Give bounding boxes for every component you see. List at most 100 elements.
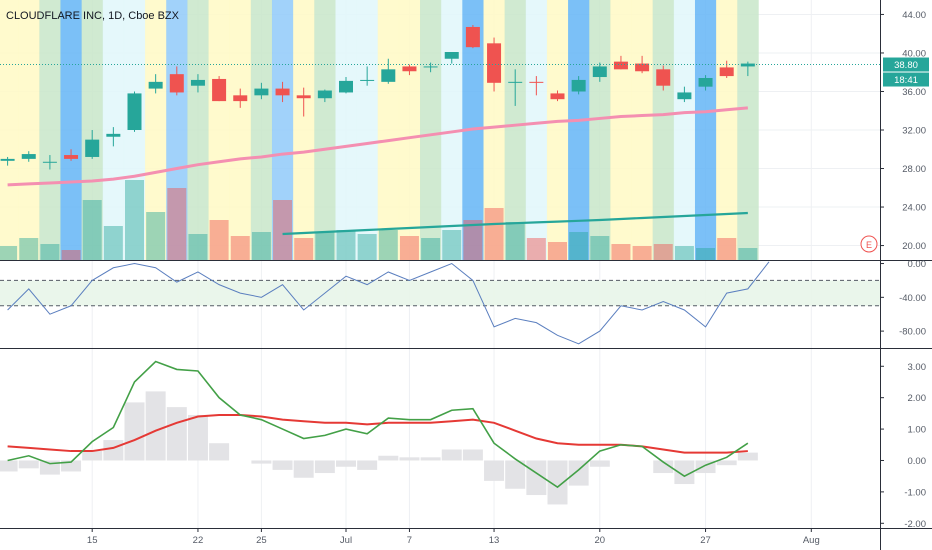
candle-body — [212, 78, 227, 102]
volume-bars — [0, 180, 758, 260]
candle-body — [42, 161, 57, 163]
volume-bar — [336, 230, 356, 260]
earnings-marker[interactable]: E — [860, 235, 878, 253]
price-tick-label: 32.00 — [902, 126, 926, 137]
time-tick-label: 13 — [489, 535, 500, 546]
band — [314, 0, 336, 260]
time-tick-label: 27 — [700, 535, 711, 546]
macd-histogram-bar — [0, 460, 18, 472]
band — [293, 0, 315, 260]
volume-ma-line — [282, 211, 748, 236]
volume-bar — [357, 234, 377, 260]
volume-bar — [19, 238, 39, 260]
volume-bar — [273, 200, 293, 260]
volume-bar — [294, 238, 314, 260]
candle-body — [0, 158, 15, 161]
price-tick-label: 28.00 — [902, 164, 926, 175]
macd-histogram-bar — [293, 460, 314, 478]
macd-tick-label: -1.00 — [904, 487, 926, 498]
candle-body — [64, 155, 79, 159]
candle-body — [487, 43, 502, 83]
volume-bar — [632, 246, 652, 260]
candle-body — [360, 79, 375, 81]
candle-body — [275, 88, 290, 96]
volume-bar — [315, 232, 335, 260]
macd-histogram-bar — [653, 460, 674, 474]
price-ma-line — [7, 106, 748, 187]
band — [398, 0, 421, 260]
volume-bar — [82, 200, 102, 260]
countdown-tag — [883, 72, 929, 87]
price-tick-label: 40.00 — [902, 48, 926, 59]
candle-body — [550, 93, 565, 100]
volume-bar — [421, 238, 441, 260]
macd-histogram-bar — [82, 451, 103, 461]
volume-bar — [442, 230, 462, 260]
volume-bar — [230, 236, 250, 260]
earnings-marker-label: E — [866, 240, 872, 250]
candle-body — [254, 88, 269, 96]
candle-body — [677, 92, 692, 100]
candle-body — [613, 61, 628, 70]
candle-body — [571, 79, 586, 92]
candle-body — [190, 79, 205, 86]
last-price-label: 38.80 — [894, 60, 918, 71]
band — [441, 0, 463, 260]
time-tick-label: Aug — [803, 535, 820, 546]
macd-histogram-bar — [209, 443, 230, 461]
candle-body — [106, 133, 121, 137]
volume-bar — [653, 244, 673, 260]
band — [0, 0, 19, 260]
macd-histogram-bar — [187, 414, 208, 461]
macd-histogram-bar — [18, 460, 39, 469]
candle-body — [402, 66, 417, 72]
candle-body — [169, 74, 184, 93]
band — [673, 0, 696, 260]
macd-histogram-bar — [145, 391, 166, 461]
band — [250, 0, 273, 260]
volume-bar — [209, 220, 229, 260]
price-tick-label: 36.00 — [902, 87, 926, 98]
macd-histogram-bar — [484, 460, 505, 481]
volume-bar — [505, 222, 525, 260]
volume-bar — [146, 212, 166, 260]
volume-bar — [378, 230, 398, 260]
candle-body — [296, 95, 311, 99]
candle-body — [698, 78, 713, 87]
candle-body — [423, 66, 438, 68]
volume-bar — [717, 238, 737, 260]
oscillator-pane — [0, 261, 880, 345]
candle-body — [444, 52, 459, 59]
candle-body — [127, 93, 142, 130]
candle-body — [85, 139, 100, 157]
volume-bar — [738, 248, 758, 260]
volume-bar — [696, 248, 716, 260]
band — [525, 0, 548, 260]
macd-histogram-bar — [399, 457, 420, 461]
time-tick-label: Jul — [340, 535, 352, 546]
band — [377, 0, 400, 260]
macd-tick-label: -2.00 — [904, 519, 926, 530]
macd-histogram-bar — [124, 402, 145, 461]
oscillator-tick-label: -80.00 — [899, 327, 926, 338]
volume-bar — [40, 244, 60, 260]
price-tick-label: 20.00 — [902, 241, 926, 252]
candle-body — [592, 66, 607, 78]
countdown-label: 18:41 — [894, 75, 918, 86]
macd-tick-label: 2.00 — [908, 393, 927, 404]
last-price-tag — [883, 57, 929, 72]
price-pane — [0, 25, 880, 236]
macd-histogram-bar — [357, 460, 378, 470]
chart-title: CLOUDFLARE INC, 1D, Cboe BZX — [6, 10, 180, 22]
macd-histogram-bar — [441, 449, 462, 461]
band — [187, 0, 209, 260]
macd-histogram-bar — [272, 460, 293, 470]
macd-histogram-bar — [336, 460, 356, 467]
volume-bar — [674, 246, 694, 260]
candle-body — [21, 154, 36, 159]
macd-histogram-bar — [505, 460, 526, 489]
band — [39, 0, 61, 260]
candle-body — [635, 63, 650, 72]
